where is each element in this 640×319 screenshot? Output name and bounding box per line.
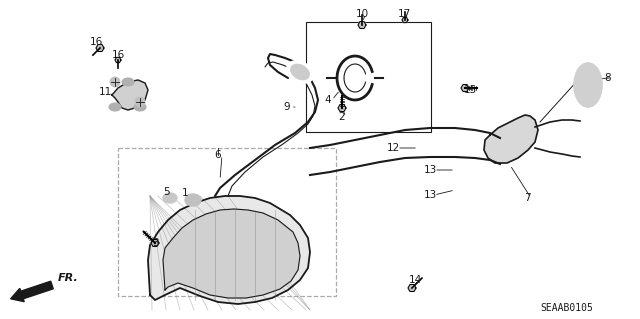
Text: 12: 12	[387, 143, 399, 153]
Ellipse shape	[185, 194, 201, 206]
Polygon shape	[484, 115, 538, 163]
Polygon shape	[358, 22, 366, 28]
Text: 10: 10	[355, 9, 369, 19]
Polygon shape	[163, 209, 300, 298]
Polygon shape	[151, 240, 159, 247]
Text: 17: 17	[397, 9, 411, 19]
Ellipse shape	[287, 61, 313, 83]
Polygon shape	[461, 85, 469, 92]
Polygon shape	[112, 80, 148, 110]
Bar	[118, 148, 336, 296]
FancyArrow shape	[11, 281, 53, 302]
Circle shape	[135, 97, 145, 107]
Polygon shape	[338, 105, 346, 111]
Bar	[306, 22, 431, 132]
Text: 6: 6	[214, 150, 221, 160]
Polygon shape	[408, 285, 416, 292]
Circle shape	[110, 77, 120, 87]
Ellipse shape	[109, 103, 121, 111]
Text: 4: 4	[324, 95, 332, 105]
Text: 11: 11	[99, 87, 111, 97]
Polygon shape	[148, 196, 310, 304]
Ellipse shape	[163, 193, 177, 203]
Text: 16: 16	[111, 50, 125, 60]
Ellipse shape	[122, 78, 134, 86]
Text: 8: 8	[605, 73, 611, 83]
Text: 15: 15	[463, 85, 477, 95]
Text: FR.: FR.	[58, 273, 79, 283]
Text: 16: 16	[90, 37, 102, 47]
Text: 14: 14	[408, 275, 422, 285]
Ellipse shape	[291, 64, 309, 80]
Polygon shape	[115, 57, 121, 63]
Text: 13: 13	[424, 165, 436, 175]
Text: 5: 5	[164, 187, 170, 197]
Text: 1: 1	[182, 188, 188, 198]
Text: 9: 9	[284, 102, 291, 112]
Text: 3: 3	[152, 238, 158, 248]
Polygon shape	[402, 18, 408, 23]
Text: 7: 7	[524, 193, 531, 203]
Text: 13: 13	[424, 190, 436, 200]
Polygon shape	[96, 45, 104, 51]
Ellipse shape	[134, 103, 146, 111]
Ellipse shape	[574, 63, 602, 107]
Text: 2: 2	[339, 112, 346, 122]
Text: SEAAB0105: SEAAB0105	[540, 303, 593, 313]
